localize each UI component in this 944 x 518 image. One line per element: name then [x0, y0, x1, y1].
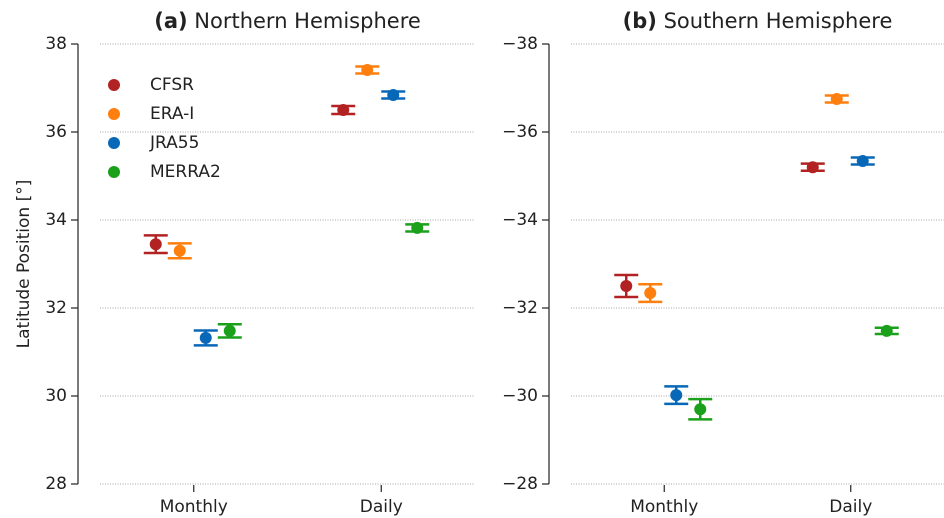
point: [806, 161, 819, 174]
point: [644, 287, 657, 300]
y-tick-label: −36: [502, 122, 538, 142]
chart-title: (b) Southern Hemisphere: [623, 9, 893, 33]
title-tag: (a): [154, 9, 187, 33]
legend-label: CFSR: [150, 75, 194, 95]
y-tick-label: 36: [45, 122, 67, 142]
y-tick-label: 30: [45, 386, 67, 406]
point: [337, 104, 350, 116]
legend-marker: [108, 137, 120, 149]
y-tick-label: −38: [502, 34, 538, 54]
y-axis-label: Latitude Position [°]: [14, 180, 34, 349]
x-tick-label: Monthly: [630, 497, 698, 517]
title-text: Southern Hemisphere: [664, 9, 893, 33]
y-tick-label: 28: [45, 474, 67, 494]
point: [620, 280, 633, 292]
legend-label: ERA-I: [150, 104, 194, 124]
point: [223, 324, 236, 337]
y-tick-label: −34: [502, 210, 538, 230]
y-tick-label: −32: [502, 298, 538, 318]
legend-label: MERRA2: [150, 162, 221, 182]
point: [856, 155, 869, 168]
y-tick-label: 32: [45, 298, 67, 318]
title-text: Northern Hemisphere: [194, 9, 421, 33]
legend-label: JRA55: [149, 133, 199, 153]
y-tick-label: −28: [502, 474, 538, 494]
point: [199, 331, 212, 344]
point: [387, 89, 400, 102]
point: [149, 238, 162, 251]
x-tick-label: Monthly: [160, 497, 228, 517]
y-tick-label: 34: [45, 210, 67, 230]
y-tick-label: 38: [45, 34, 67, 54]
legend-marker: [108, 79, 120, 91]
point: [361, 63, 374, 76]
point: [830, 93, 843, 105]
legend-marker: [108, 108, 120, 120]
point: [173, 244, 186, 257]
point: [411, 221, 424, 234]
point: [880, 324, 893, 337]
chart-title: (a) Northern Hemisphere: [154, 9, 421, 33]
point: [694, 403, 707, 416]
y-tick-label: −30: [502, 386, 538, 406]
legend-marker: [108, 166, 120, 178]
title-tag: (b): [623, 9, 657, 33]
point: [670, 389, 683, 402]
x-tick-label: Daily: [829, 497, 872, 517]
x-tick-label: Daily: [360, 497, 403, 517]
